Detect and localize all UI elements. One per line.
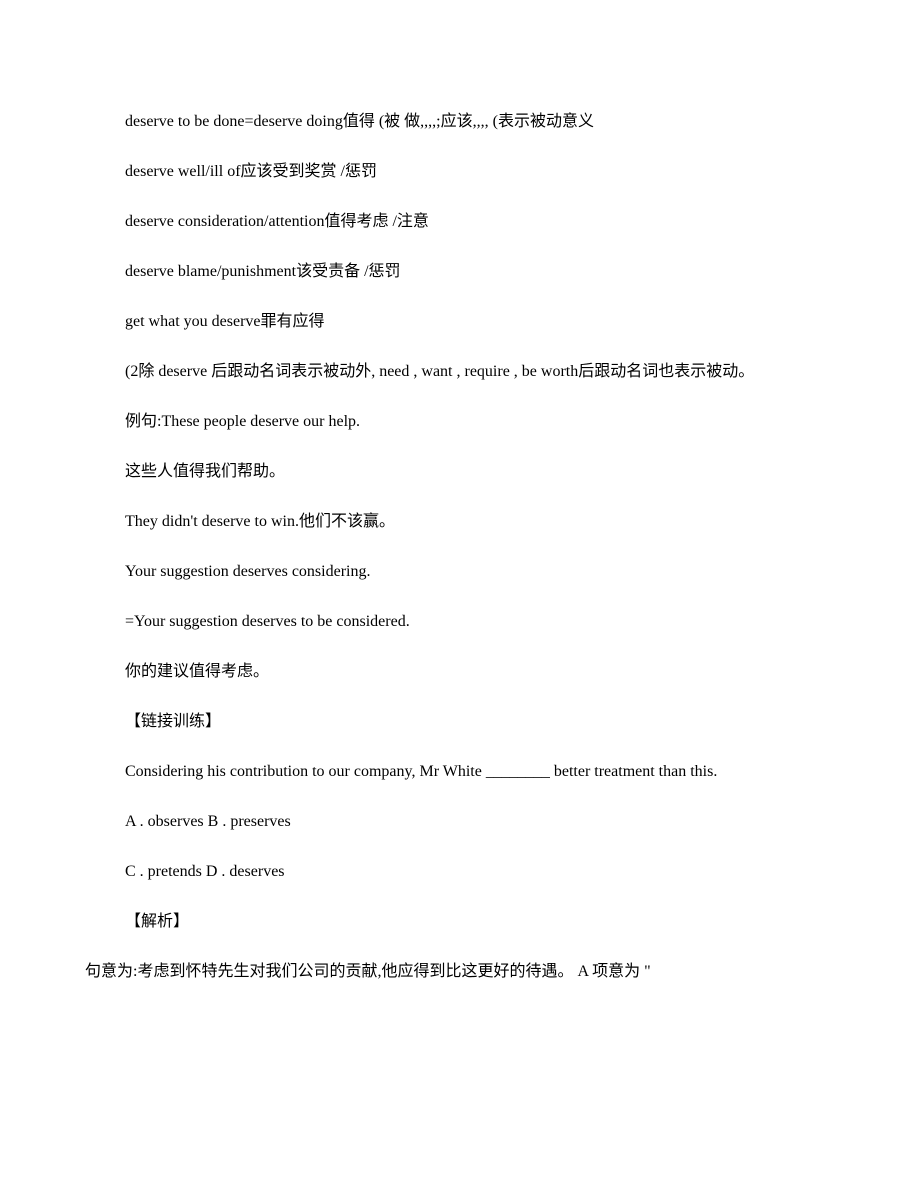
text-line: 这些人值得我们帮助。 bbox=[85, 460, 835, 484]
text-line: deserve consideration/attention值得考虑 /注意 bbox=[85, 210, 835, 234]
section-heading: 【解析】 bbox=[85, 910, 835, 934]
text-line: =Your suggestion deserves to be consider… bbox=[85, 610, 835, 634]
document-page: deserve to be done=deserve doing值得 (被 做,… bbox=[0, 0, 920, 1191]
text-line: (2除 deserve 后跟动名词表示被动外, need , want , re… bbox=[85, 360, 835, 384]
explanation-text: 句意为:考虑到怀特先生对我们公司的贡献,他应得到比这更好的待遇。 A 项意为 " bbox=[85, 960, 835, 984]
text-line: 例句:These people deserve our help. bbox=[85, 410, 835, 434]
text-line: get what you deserve罪有应得 bbox=[85, 310, 835, 334]
text-line: Your suggestion deserves considering. bbox=[85, 560, 835, 584]
text-line: 你的建议值得考虑。 bbox=[85, 660, 835, 684]
answer-options: A . observes B . preserves bbox=[85, 810, 835, 834]
text-line: deserve to be done=deserve doing值得 (被 做,… bbox=[85, 110, 835, 134]
text-line: They didn't deserve to win.他们不该赢。 bbox=[85, 510, 835, 534]
text-line: deserve blame/punishment该受责备 /惩罚 bbox=[85, 260, 835, 284]
question-stem: Considering his contribution to our comp… bbox=[85, 760, 835, 784]
text-line: deserve well/ill of应该受到奖赏 /惩罚 bbox=[85, 160, 835, 184]
answer-options: C . pretends D . deserves bbox=[85, 860, 835, 884]
section-heading: 【链接训练】 bbox=[85, 710, 835, 734]
